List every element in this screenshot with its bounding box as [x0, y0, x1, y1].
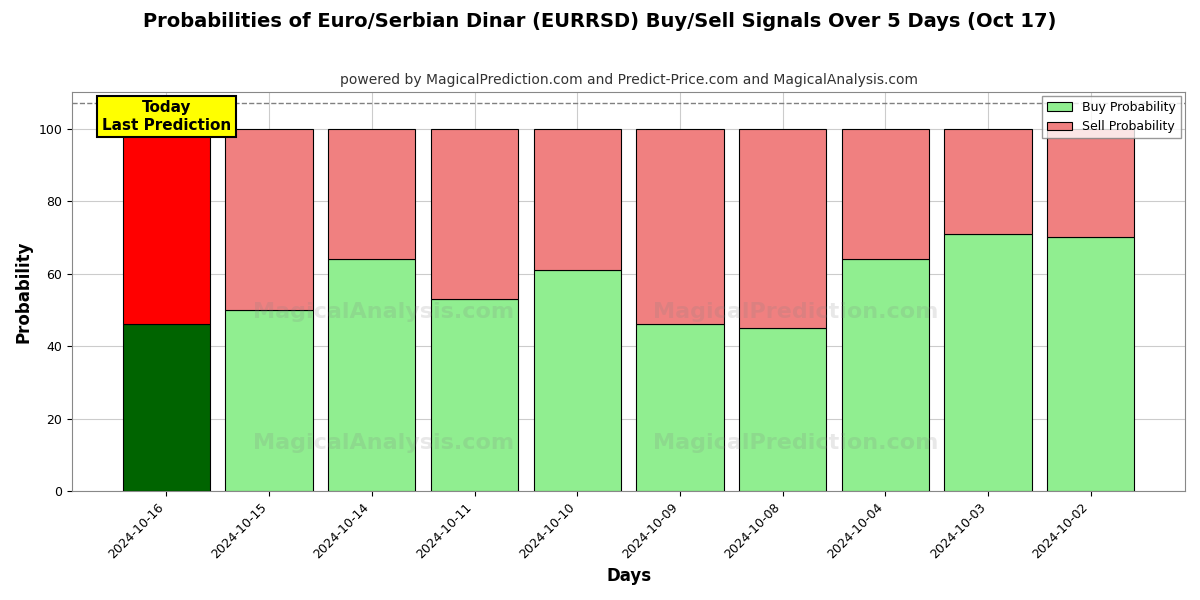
Bar [122, 128, 210, 325]
Bar [328, 259, 415, 491]
Bar [841, 259, 929, 491]
Text: Today
Last Prediction: Today Last Prediction [102, 100, 232, 133]
Bar [534, 270, 620, 491]
Bar [739, 128, 827, 328]
Bar [328, 128, 415, 259]
Bar [841, 128, 929, 259]
Y-axis label: Probability: Probability [16, 241, 34, 343]
Text: MagicalPrediction.com: MagicalPrediction.com [653, 302, 938, 322]
Bar [226, 128, 313, 310]
Bar [226, 310, 313, 491]
X-axis label: Days: Days [606, 567, 652, 585]
Text: MagicalAnalysis.com: MagicalAnalysis.com [253, 302, 515, 322]
Text: MagicalPrediction.com: MagicalPrediction.com [653, 433, 938, 454]
Bar [636, 128, 724, 325]
Bar [944, 128, 1032, 234]
Bar [1048, 238, 1134, 491]
Bar [636, 325, 724, 491]
Bar [739, 328, 827, 491]
Bar [431, 299, 518, 491]
Bar [122, 325, 210, 491]
Bar [431, 128, 518, 299]
Text: MagicalAnalysis.com: MagicalAnalysis.com [253, 433, 515, 454]
Title: powered by MagicalPrediction.com and Predict-Price.com and MagicalAnalysis.com: powered by MagicalPrediction.com and Pre… [340, 73, 918, 87]
Bar [534, 128, 620, 270]
Text: Probabilities of Euro/Serbian Dinar (EURRSD) Buy/Sell Signals Over 5 Days (Oct 1: Probabilities of Euro/Serbian Dinar (EUR… [143, 12, 1057, 31]
Bar [944, 234, 1032, 491]
Bar [1048, 128, 1134, 238]
Legend: Buy Probability, Sell Probability: Buy Probability, Sell Probability [1043, 96, 1181, 139]
